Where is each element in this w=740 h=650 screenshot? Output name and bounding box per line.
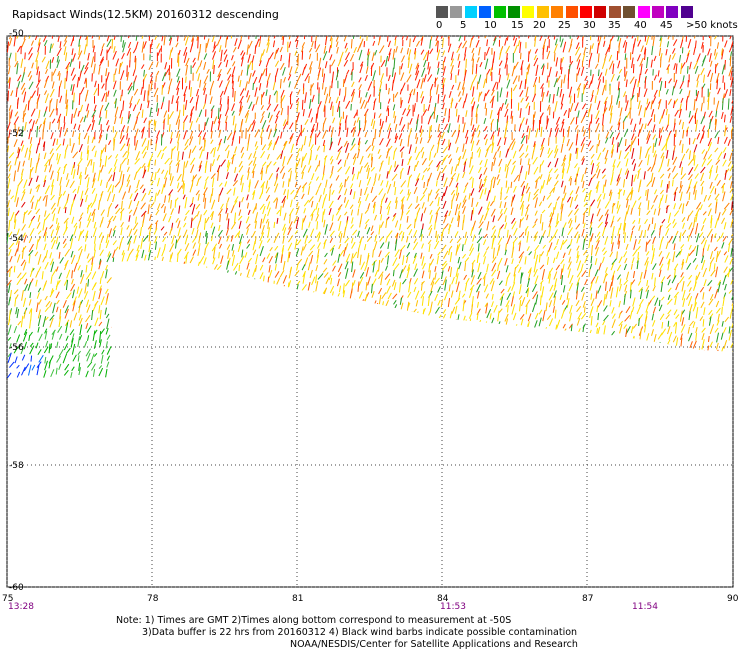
legend-swatch	[536, 6, 549, 18]
lon-label-78: 78	[147, 594, 159, 604]
legend-swatch	[580, 6, 592, 18]
lat-label-58: -58	[9, 461, 24, 471]
lon-label-81: 81	[292, 594, 303, 604]
lat-label-56: -56	[9, 343, 24, 353]
lon-label-84: 84	[437, 594, 449, 604]
legend-swatch	[623, 6, 636, 18]
time-label-2: 11:53	[440, 602, 466, 612]
time-label-3: 11:54	[632, 602, 658, 612]
legend-swatch	[508, 6, 520, 18]
legend-swatch	[450, 6, 463, 18]
legend-label: 30	[583, 20, 596, 31]
legend-label: >50 knots	[686, 20, 738, 31]
lat-label-52: -52	[9, 129, 24, 139]
chart-title: Rapidsact Winds(12.5KM) 20160312 descend…	[12, 8, 279, 21]
graticule	[6, 35, 734, 588]
lon-label-87: 87	[582, 594, 593, 604]
legend-swatch	[493, 6, 506, 18]
legend-swatch	[464, 6, 477, 18]
note-line-1: Note: 1) Times are GMT 2)Times along bot…	[116, 615, 512, 626]
legend-swatch	[522, 6, 535, 18]
legend-swatch	[666, 6, 679, 18]
axis-labels: -50 -52 -54 -56 -58 -60 75 78 81 84 87 9…	[2, 29, 739, 612]
legend-label: 45	[660, 20, 673, 31]
lon-label-75: 75	[2, 594, 13, 604]
legend-label: 25	[558, 20, 571, 31]
lat-label-60: -60	[9, 583, 24, 593]
lat-label-50: -50	[9, 29, 24, 39]
legend-swatch	[608, 6, 621, 18]
legend-swatch	[565, 6, 578, 18]
lon-label-90: 90	[727, 594, 739, 604]
legend-swatch	[479, 6, 492, 18]
legend-label: 40	[634, 20, 647, 31]
time-label-1: 13:28	[8, 602, 34, 612]
wind-barbs	[7, 36, 733, 379]
lat-label-54: -54	[9, 234, 24, 244]
legend-swatch	[436, 6, 448, 18]
legend-swatch	[637, 6, 650, 18]
legend-label: 5	[460, 20, 467, 31]
legend-swatch	[680, 6, 693, 18]
legend-swatch	[594, 6, 607, 18]
note-line-2: 3)Data buffer is 22 hrs from 20160312 4)…	[142, 627, 578, 638]
legend-swatch	[652, 6, 664, 18]
legend-label: 0	[436, 20, 443, 31]
legend-swatch	[551, 6, 564, 18]
note-line-3: NOAA/NESDIS/Center for Satellite Applica…	[290, 639, 578, 650]
legend-label: 15	[511, 20, 524, 31]
legend-label: 35	[608, 20, 621, 31]
legend-label: 20	[533, 20, 546, 31]
legend-label: 10	[484, 20, 497, 31]
